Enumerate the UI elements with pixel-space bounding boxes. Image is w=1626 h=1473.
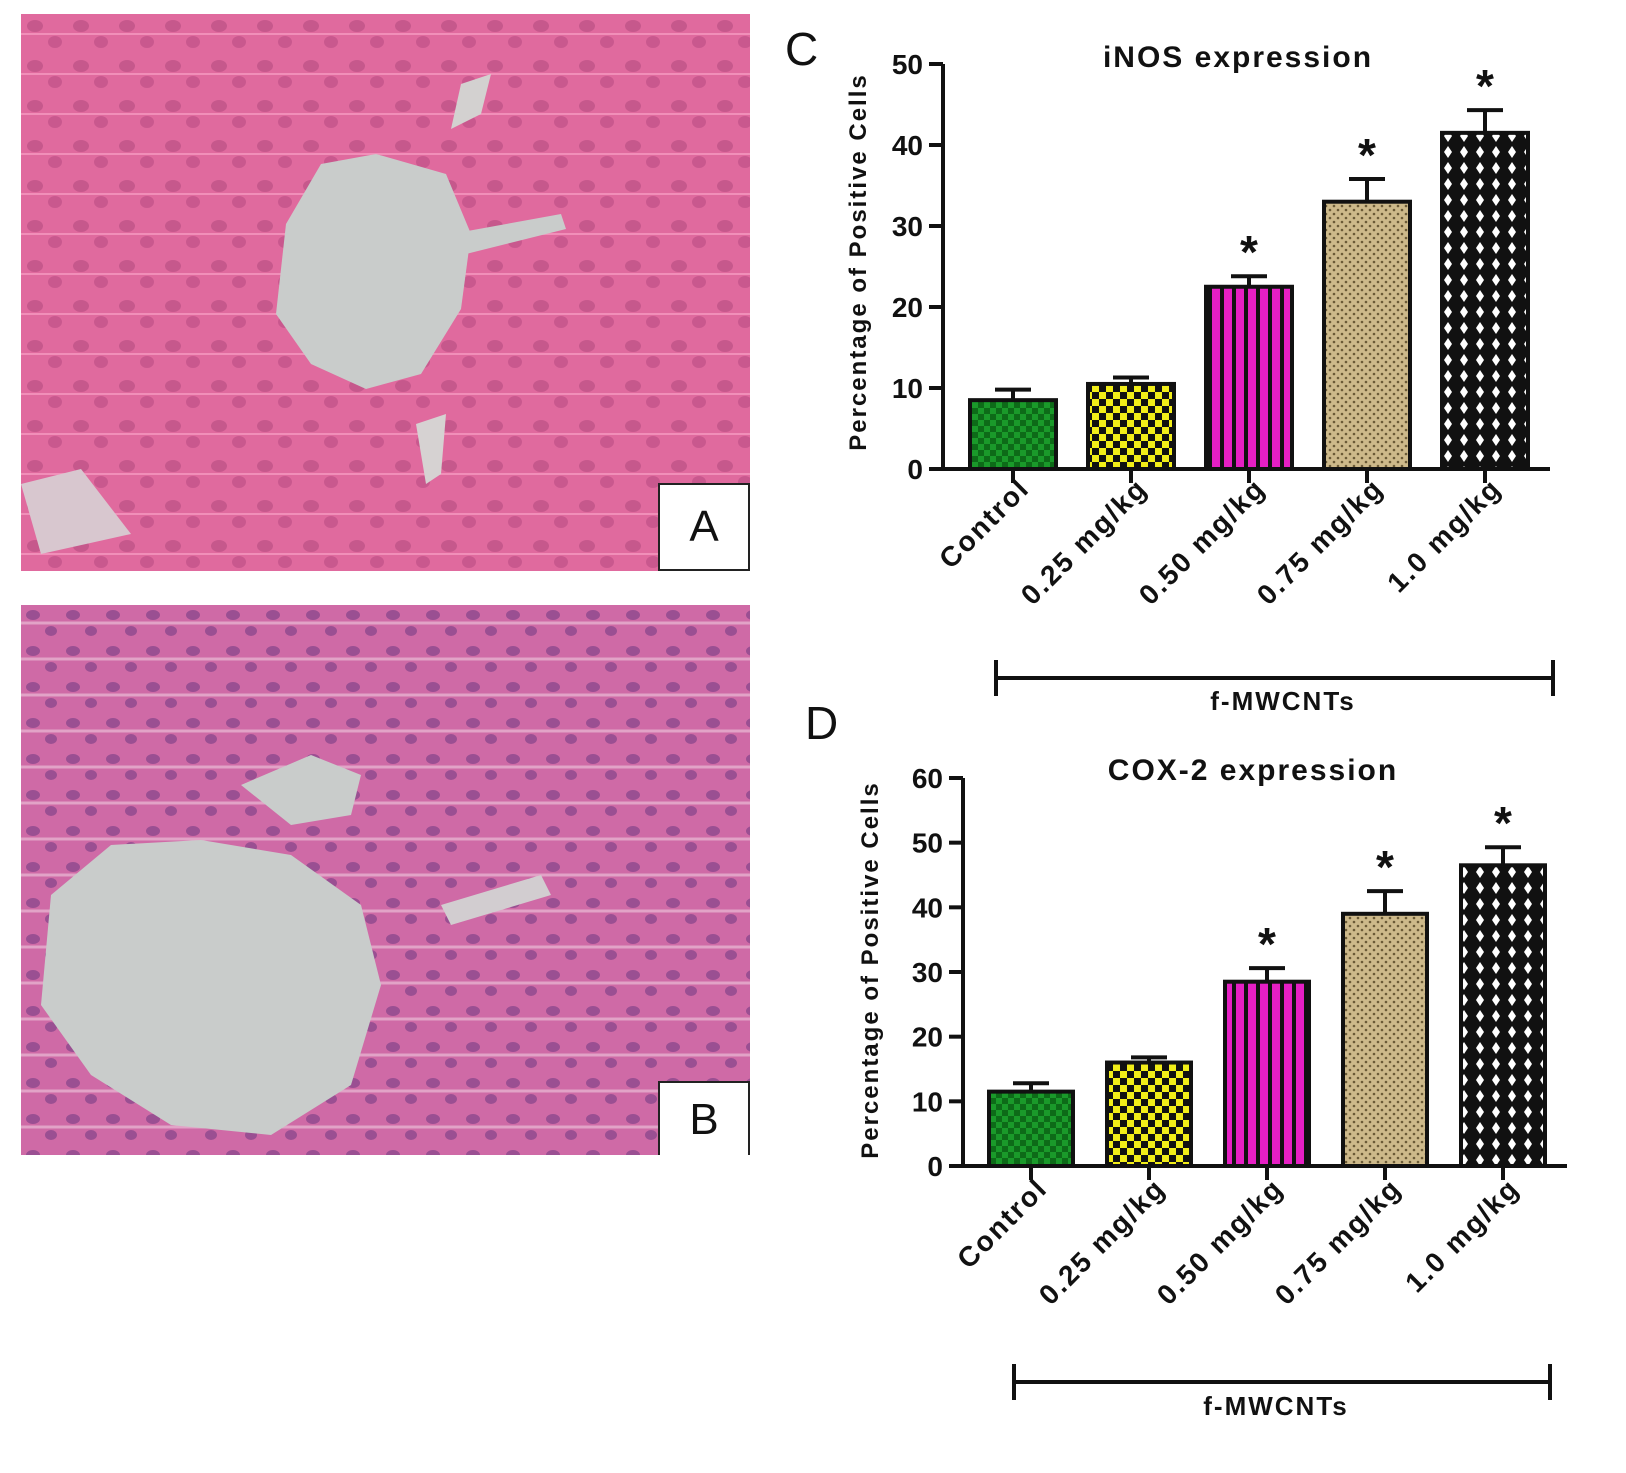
bar bbox=[1459, 863, 1547, 1168]
chart-inos: iNOS expression 0 10 20 30 40 50 Percentage of … bbox=[845, 41, 1555, 716]
bar bbox=[1105, 1060, 1193, 1168]
y-tick-label: 30 bbox=[912, 957, 943, 988]
significance-marker: * bbox=[1376, 841, 1394, 893]
chart-title: COX-2 expression bbox=[1108, 754, 1398, 787]
x-tick-label: 1.0 mg/kg bbox=[1399, 1172, 1525, 1298]
bar bbox=[987, 1089, 1075, 1168]
bar bbox=[1223, 979, 1311, 1169]
y-tick-label: 20 bbox=[892, 292, 923, 323]
micrograph-b: B bbox=[21, 605, 750, 1155]
chart-cox2: COX-2 expression 0 10 20 30 40 50 60 Percentage … bbox=[857, 754, 1567, 1421]
x-tick-label: 0.25 mg/kg bbox=[1033, 1172, 1171, 1310]
y-tick-label: 20 bbox=[912, 1022, 943, 1053]
y-tick-label: 0 bbox=[907, 454, 923, 485]
y-tick-label: 40 bbox=[892, 130, 923, 161]
y-tick-label: 30 bbox=[892, 211, 923, 242]
x-tick-label: 0.25 mg/kg bbox=[1015, 472, 1153, 610]
group-label: f-MWCNTs bbox=[1203, 1391, 1348, 1421]
panel-letter-d: D bbox=[805, 697, 839, 749]
y-tick-label: 0 bbox=[927, 1151, 943, 1182]
significance-marker: * bbox=[1240, 226, 1258, 278]
x-tick-label: 0.75 mg/kg bbox=[1251, 472, 1389, 610]
y-axis-label: Percentage of Positive Cells bbox=[857, 781, 884, 1158]
bar bbox=[968, 398, 1058, 471]
group-label: f-MWCNTs bbox=[1210, 686, 1355, 716]
significance-marker: * bbox=[1358, 129, 1376, 181]
x-tick-label: 0.50 mg/kg bbox=[1151, 1172, 1289, 1310]
y-tick-label: 50 bbox=[892, 49, 923, 80]
x-tick-label: 0.75 mg/kg bbox=[1269, 1172, 1407, 1310]
significance-marker: * bbox=[1258, 918, 1276, 970]
y-tick-label: 10 bbox=[912, 1086, 943, 1117]
y-tick-label: 10 bbox=[892, 373, 923, 404]
chart-title: iNOS expression bbox=[1103, 41, 1373, 74]
micrograph-a: A bbox=[21, 14, 750, 571]
tissue-image-b bbox=[21, 605, 750, 1155]
y-tick-label: 50 bbox=[912, 828, 943, 859]
panel-letter-c: C bbox=[785, 23, 819, 75]
bar bbox=[1204, 284, 1294, 471]
bar bbox=[1341, 911, 1429, 1168]
y-tick-label: 40 bbox=[912, 892, 943, 923]
panel-tag-b: B bbox=[658, 1081, 750, 1155]
significance-marker: * bbox=[1494, 797, 1512, 849]
y-tick-label: 60 bbox=[912, 763, 943, 794]
bar bbox=[1440, 130, 1530, 471]
y-axis-label: Percentage of Positive Cells bbox=[845, 73, 872, 450]
x-tick-label: 1.0 mg/kg bbox=[1381, 472, 1507, 598]
significance-marker: * bbox=[1476, 60, 1494, 112]
bar bbox=[1086, 381, 1176, 472]
bar bbox=[1322, 199, 1412, 471]
tissue-image-a bbox=[21, 14, 750, 571]
panel-tag-a: A bbox=[658, 483, 750, 571]
x-tick-label: 0.50 mg/kg bbox=[1133, 472, 1271, 610]
x-tick-label: Control bbox=[951, 1172, 1053, 1274]
x-tick-label: Control bbox=[933, 472, 1035, 574]
